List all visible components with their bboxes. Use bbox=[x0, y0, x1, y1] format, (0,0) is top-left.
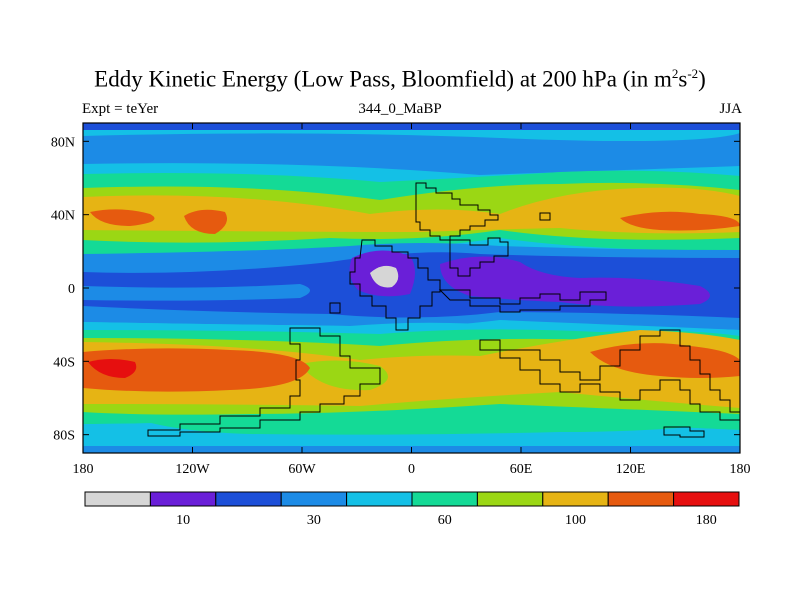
x-tick-label: 60E bbox=[510, 462, 533, 477]
orange-blob-north-3 bbox=[620, 211, 740, 231]
x-tick-label: 180 bbox=[730, 462, 751, 477]
colorbar-swatch bbox=[280, 491, 348, 507]
y-tick-label: 0 bbox=[68, 282, 75, 297]
colorbar-label: 180 bbox=[696, 513, 717, 528]
x-tick-label: 120E bbox=[616, 462, 646, 477]
y-tick-label: 40S bbox=[53, 355, 75, 370]
axis-ticks: 80N 40N 0 40S 80S 180 120W 60W 0 60E 120E 180 bbox=[51, 123, 751, 477]
x-tick-label: 120W bbox=[175, 462, 210, 477]
coastline-north-continent bbox=[415, 182, 499, 241]
plot-title: Eddy Kinetic Energy (Low Pass, Bloomfiel… bbox=[0, 66, 800, 93]
gray-minimum bbox=[370, 265, 399, 288]
orange-band-south-east bbox=[590, 343, 740, 378]
red-core-south bbox=[88, 359, 137, 378]
colorbar-swatch bbox=[476, 491, 544, 507]
title-superscript-2: -2 bbox=[687, 66, 699, 81]
y-tick-label: 80S bbox=[53, 429, 75, 444]
x-tick-label: 180 bbox=[73, 462, 94, 477]
title-superscript-1: 2 bbox=[671, 66, 679, 81]
coastline-maritime bbox=[438, 289, 607, 313]
orange-blob-north-2 bbox=[184, 209, 228, 234]
season-label: JJA bbox=[719, 101, 742, 117]
experiment-label: Expt = teYer bbox=[82, 101, 159, 117]
band-equator-teal-left bbox=[83, 284, 310, 301]
colorbar: 10 30 60 100 180 bbox=[84, 491, 740, 528]
orange-band-south-west bbox=[83, 348, 310, 392]
colorbar-swatch bbox=[607, 491, 675, 507]
coastline-antarctic-isle bbox=[663, 426, 705, 438]
colorbar-label: 60 bbox=[438, 513, 452, 528]
orange-blob-north-1 bbox=[90, 209, 155, 226]
green-south-patch bbox=[140, 413, 700, 435]
band-north-yellow bbox=[83, 187, 740, 234]
coastline-northeast-islet bbox=[539, 212, 551, 221]
purple-region-indian bbox=[440, 256, 710, 307]
colorbar-label: 30 bbox=[307, 513, 321, 528]
colorbar-swatch bbox=[149, 491, 217, 507]
band-north-cyan bbox=[83, 133, 740, 175]
colorbar-swatch bbox=[84, 491, 151, 507]
map-field bbox=[83, 123, 740, 453]
colorbar-swatch bbox=[346, 491, 413, 507]
title-close: ) bbox=[698, 66, 706, 92]
colorbar-swatch bbox=[542, 491, 609, 507]
x-tick-label: 0 bbox=[408, 462, 415, 477]
colorbar-swatch bbox=[411, 491, 478, 507]
y-tick-label: 80N bbox=[51, 135, 75, 150]
coastline-equatorial-isle bbox=[329, 302, 341, 314]
colorbar-label: 100 bbox=[565, 513, 586, 528]
plot-subtitle: 344_0_MaBP bbox=[358, 101, 442, 117]
title-unit-s: s bbox=[678, 66, 688, 92]
y-tick-label: 40N bbox=[51, 209, 75, 224]
coastline-east-peninsula bbox=[449, 237, 509, 277]
title-text: Eddy Kinetic Energy (Low Pass, Bloomfiel… bbox=[94, 66, 672, 92]
colorbar-swatch bbox=[215, 491, 282, 507]
coastline-south-continent bbox=[147, 327, 381, 437]
colorbar-swatch bbox=[673, 491, 740, 507]
colorbar-label: 10 bbox=[176, 513, 190, 528]
x-tick-label: 60W bbox=[288, 462, 316, 477]
coastline-africa bbox=[349, 239, 441, 331]
